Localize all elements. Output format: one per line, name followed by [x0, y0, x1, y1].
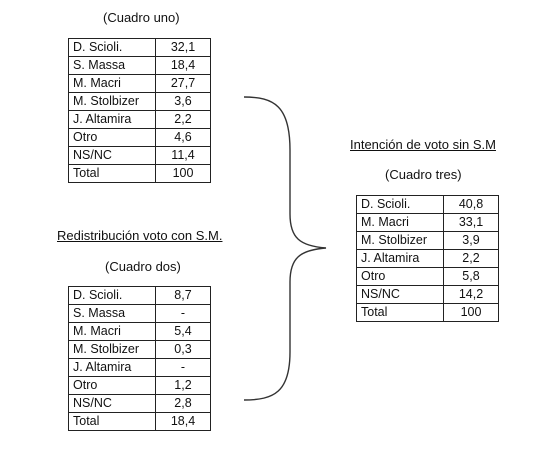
- row-label: Total: [356, 303, 444, 322]
- table-row: S. Massa -: [68, 304, 211, 323]
- row-label: D. Scioli.: [68, 286, 156, 305]
- cuadro-tres-caption: (Cuadro tres): [385, 167, 462, 182]
- table-row: Total 100: [68, 164, 211, 183]
- row-label: Otro: [356, 267, 444, 286]
- table-row: D. Scioli. 8,7: [68, 286, 211, 305]
- cuadro-dos-table: D. Scioli. 8,7 S. Massa - M. Macri 5,4 M. Stol…: [68, 286, 211, 431]
- cuadro-uno-table: D. Scioli. 32,1 S. Massa 18,4 M. Macri 27,7 M.…: [68, 38, 211, 183]
- table-row: J. Altamira 2,2: [68, 110, 211, 129]
- row-label: S. Massa: [68, 56, 156, 75]
- row-label: Otro: [68, 376, 156, 395]
- row-label: M. Stolbizer: [68, 340, 156, 359]
- row-value: 100: [443, 303, 499, 322]
- table-row: NS/NC 11,4: [68, 146, 211, 165]
- row-value: 32,1: [155, 38, 211, 57]
- table-row: J. Altamira -: [68, 358, 211, 377]
- table-row: Total 18,4: [68, 412, 211, 431]
- row-label: Total: [68, 164, 156, 183]
- row-value: 40,8: [443, 195, 499, 214]
- table-row: J. Altamira 2,2: [356, 249, 499, 268]
- row-label: J. Altamira: [68, 358, 156, 377]
- row-label: Total: [68, 412, 156, 431]
- table-row: D. Scioli. 40,8: [356, 195, 499, 214]
- row-value: 2,2: [443, 249, 499, 268]
- brace-path: [243, 96, 327, 401]
- row-value: 5,4: [155, 322, 211, 341]
- table-row: M. Macri 27,7: [68, 74, 211, 93]
- row-value: 100: [155, 164, 211, 183]
- cuadro-uno-caption: (Cuadro uno): [103, 10, 180, 25]
- table-row: Total 100: [356, 303, 499, 322]
- cuadro-tres-heading: Intención de voto sin S.M: [350, 137, 496, 152]
- table-row: M. Stolbizer 3,9: [356, 231, 499, 250]
- row-value: 8,7: [155, 286, 211, 305]
- row-label: J. Altamira: [68, 110, 156, 129]
- cuadro-dos-heading: Redistribución voto con S.M.: [57, 228, 223, 243]
- row-value: 5,8: [443, 267, 499, 286]
- row-value: 27,7: [155, 74, 211, 93]
- row-value: 18,4: [155, 412, 211, 431]
- row-value: 3,6: [155, 92, 211, 111]
- cuadro-tres-table: D. Scioli. 40,8 M. Macri 33,1 M. Stolbizer 3,…: [356, 195, 499, 322]
- table-row: D. Scioli. 32,1: [68, 38, 211, 57]
- cuadro-dos-caption: (Cuadro dos): [105, 259, 181, 274]
- table-row: Otro 5,8: [356, 267, 499, 286]
